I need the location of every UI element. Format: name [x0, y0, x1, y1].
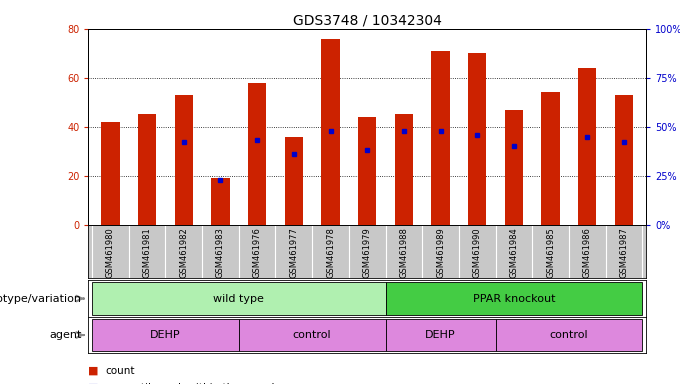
Bar [394, 114, 413, 225]
Bar [386, 282, 643, 315]
Text: wild type: wild type [214, 293, 265, 304]
Text: GSM461978: GSM461978 [326, 227, 335, 278]
Bar [505, 109, 523, 225]
Bar [101, 122, 120, 225]
Text: GSM461984: GSM461984 [509, 227, 518, 278]
Text: PPAR knockout: PPAR knockout [473, 293, 555, 304]
Bar [496, 319, 643, 351]
Title: GDS3748 / 10342304: GDS3748 / 10342304 [293, 14, 441, 28]
Text: GSM461987: GSM461987 [619, 227, 628, 278]
Text: GSM461990: GSM461990 [473, 227, 481, 278]
Text: DEHP: DEHP [150, 330, 181, 340]
Bar [322, 39, 340, 225]
Text: GSM461981: GSM461981 [143, 227, 152, 278]
Text: GSM461985: GSM461985 [546, 227, 555, 278]
Bar [431, 51, 449, 225]
Text: GSM461979: GSM461979 [362, 227, 372, 278]
Bar [211, 178, 230, 225]
Text: GSM461983: GSM461983 [216, 227, 225, 278]
Text: GSM461977: GSM461977 [289, 227, 299, 278]
Text: DEHP: DEHP [425, 330, 456, 340]
Bar [386, 319, 496, 351]
Bar [285, 137, 303, 225]
Text: GSM461980: GSM461980 [106, 227, 115, 278]
Bar [468, 53, 486, 225]
Text: ■: ■ [88, 383, 99, 384]
Bar [92, 319, 239, 351]
Text: control: control [549, 330, 588, 340]
Text: GSM461986: GSM461986 [583, 227, 592, 278]
Bar [615, 95, 633, 225]
Text: GSM461989: GSM461989 [436, 227, 445, 278]
Bar [578, 68, 596, 225]
Text: genotype/variation: genotype/variation [0, 293, 82, 304]
Text: GSM461976: GSM461976 [253, 227, 262, 278]
Text: GSM461988: GSM461988 [399, 227, 409, 278]
Bar [175, 95, 193, 225]
Text: agent: agent [49, 330, 82, 340]
Bar [248, 83, 267, 225]
Bar [541, 93, 560, 225]
Text: percentile rank within the sample: percentile rank within the sample [105, 383, 282, 384]
Bar [358, 117, 376, 225]
Text: ■: ■ [88, 366, 99, 376]
Text: GSM461982: GSM461982 [180, 227, 188, 278]
Text: control: control [293, 330, 331, 340]
Bar [239, 319, 386, 351]
Bar [92, 282, 386, 315]
Text: count: count [105, 366, 135, 376]
Bar [138, 114, 156, 225]
